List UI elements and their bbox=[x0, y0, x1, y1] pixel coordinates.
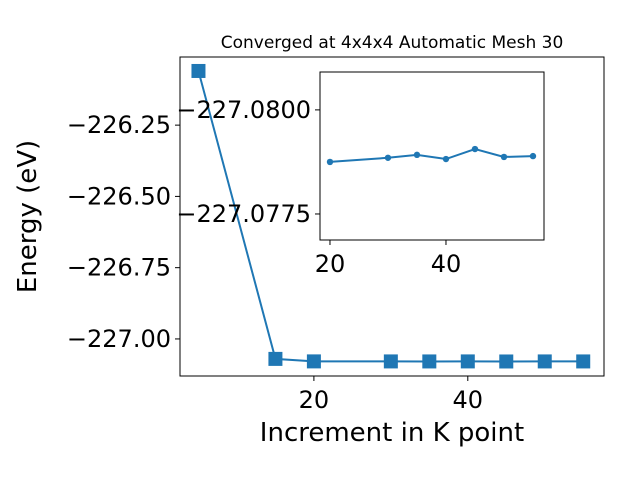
data-point bbox=[268, 351, 283, 366]
x-tick-label: 20 bbox=[299, 386, 330, 414]
data-point bbox=[422, 354, 437, 369]
data-point bbox=[413, 151, 421, 159]
data-point bbox=[306, 354, 321, 369]
x-tick-label: 40 bbox=[453, 386, 484, 414]
y-axis-label: Energy (eV) bbox=[13, 140, 43, 293]
y-tick-label: −226.75 bbox=[67, 254, 171, 282]
data-point bbox=[191, 63, 206, 78]
x-tick-label: 20 bbox=[315, 250, 346, 278]
data-point bbox=[384, 154, 392, 161]
data-point bbox=[471, 145, 479, 153]
data-point bbox=[499, 354, 514, 369]
y-tick-label: −227.00 bbox=[67, 325, 171, 353]
y-tick-label: −227.0800 bbox=[176, 96, 311, 124]
data-point bbox=[326, 158, 334, 166]
y-tick-label: −227.0775 bbox=[176, 200, 311, 228]
y-tick-label: −226.25 bbox=[67, 111, 171, 139]
data-point bbox=[529, 152, 537, 160]
x-axis-label: Increment in K point bbox=[260, 418, 524, 448]
data-point bbox=[383, 354, 398, 369]
data-point bbox=[537, 354, 552, 369]
x-tick-label: 40 bbox=[431, 250, 462, 278]
y-tick-label: −226.50 bbox=[67, 182, 171, 210]
data-point bbox=[576, 354, 591, 369]
data-point bbox=[500, 153, 508, 161]
data-point bbox=[442, 155, 450, 163]
data-point bbox=[460, 354, 475, 369]
chart-title: Converged at 4x4x4 Automatic Mesh 30 bbox=[221, 33, 564, 53]
